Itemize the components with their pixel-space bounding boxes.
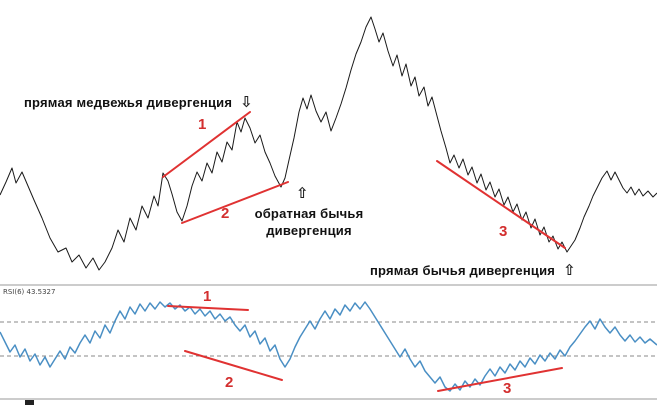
annotation-reverse-bullish: обратная бычья дивергенция bbox=[238, 205, 380, 239]
divergence-1-price-label: 1 bbox=[198, 116, 207, 133]
up-arrow-icon: ⇧ bbox=[563, 261, 576, 279]
scrollbar-notch bbox=[25, 400, 34, 405]
annotation-bullish-direct-text: прямая бычья дивергенция bbox=[370, 263, 556, 278]
annotation-bullish-direct: прямая бычья дивергенция ⇧ bbox=[370, 261, 576, 279]
down-arrow-icon: ⇩ bbox=[240, 93, 253, 111]
annotation-reverse-bullish-line2: дивергенция bbox=[266, 223, 352, 238]
up-arrow-icon: ⇧ bbox=[296, 184, 309, 202]
annotation-bearish-direct: прямая медвежья дивергенция ⇩ bbox=[24, 93, 253, 111]
price-panel-trendline-1 bbox=[162, 111, 251, 178]
rsi-panel-trendline-3 bbox=[437, 367, 563, 392]
divergence-2-price-label: 2 bbox=[221, 205, 230, 222]
divergence-3-rsi-label: 3 bbox=[503, 380, 512, 397]
divergence-2-rsi-label: 2 bbox=[225, 374, 234, 391]
rsi-panel-trendline-1 bbox=[167, 305, 249, 311]
divergence-1-rsi-label: 1 bbox=[203, 288, 212, 305]
rsi-panel-trendline-2 bbox=[184, 350, 283, 381]
price-panel-trendline-3 bbox=[436, 160, 566, 249]
rsi-line bbox=[0, 301, 657, 392]
price-panel-trendline-2 bbox=[181, 181, 289, 224]
rsi-indicator-label: RSI(6) 43.5327 bbox=[3, 288, 56, 296]
divergence-3-price-label: 3 bbox=[499, 223, 508, 240]
annotation-bearish-direct-text: прямая медвежья дивергенция bbox=[24, 95, 233, 110]
annotation-reverse-bullish-line1: обратная бычья bbox=[254, 206, 364, 221]
